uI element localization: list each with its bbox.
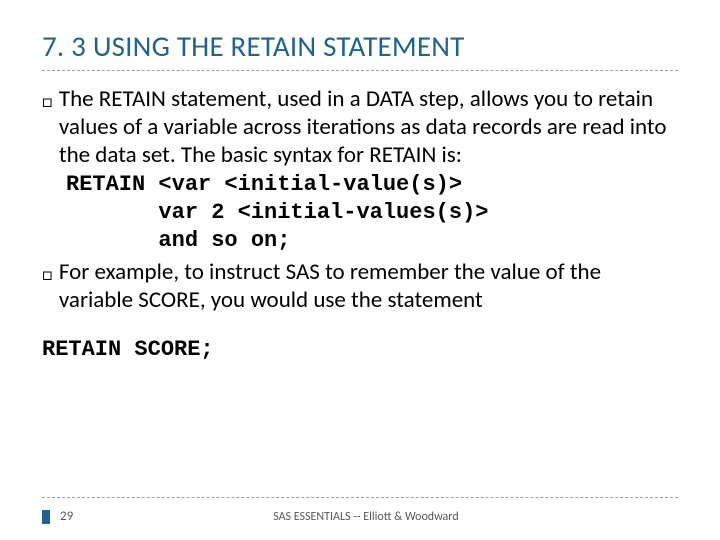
footer-row: 29 SAS ESSENTIALS -- Elliott & Woodward xyxy=(42,509,678,524)
bullet-glyph-icon: □ xyxy=(42,87,53,115)
bullet-text: The RETAIN statement, used in a DATA ste… xyxy=(59,85,678,169)
page-number: 29 xyxy=(60,509,73,524)
title-divider xyxy=(42,70,678,71)
example-code: RETAIN SCORE; xyxy=(42,336,678,364)
syntax-line-2: var 2 <initial-values(s)> xyxy=(66,199,678,227)
syntax-line-3: and so on; xyxy=(66,227,678,255)
syntax-line-1: RETAIN <var <initial-value(s)> xyxy=(66,171,678,199)
bullet-item: □ For example, to instruct SAS to rememb… xyxy=(42,258,678,314)
slide-body: □ The RETAIN statement, used in a DATA s… xyxy=(42,85,678,364)
bullet-item: □ The RETAIN statement, used in a DATA s… xyxy=(42,85,678,169)
footer-divider xyxy=(42,497,678,498)
slide-container: 7. 3 USING THE RETAIN STATEMENT □ The RE… xyxy=(0,0,720,540)
page-marker-icon xyxy=(42,510,50,524)
slide-title: 7. 3 USING THE RETAIN STATEMENT xyxy=(42,28,678,64)
syntax-block: RETAIN <var <initial-value(s)> var 2 <in… xyxy=(66,171,678,255)
bullet-glyph-icon: □ xyxy=(42,260,53,288)
bullet-text: For example, to instruct SAS to remember… xyxy=(59,258,678,314)
footer-source: SAS ESSENTIALS -- Elliott & Woodward xyxy=(273,510,458,524)
